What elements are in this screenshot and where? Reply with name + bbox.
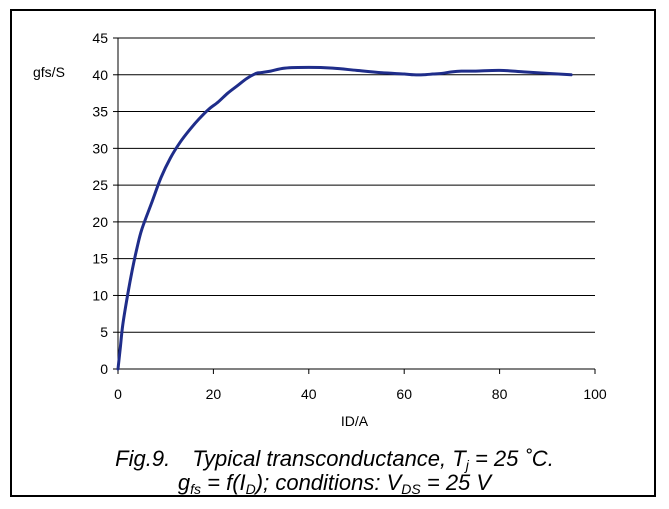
y-tick-label-25: 25 — [92, 177, 108, 193]
x-tick-label-60: 60 — [396, 386, 412, 402]
y-tick-label-30: 30 — [92, 140, 108, 156]
caption-line-2: gfs = f(ID); conditions: VDS = 25 V — [0, 470, 669, 497]
caption-temperature: = 25 ˚C. — [468, 446, 554, 471]
y-tick-label-40: 40 — [92, 67, 108, 83]
caption-vds-subscript: DS — [401, 481, 421, 497]
y-tick-label-15: 15 — [92, 251, 108, 267]
x-tick-label-20: 20 — [206, 386, 222, 402]
caption-tj-subscript: j — [465, 457, 469, 473]
x-tick-label-100: 100 — [583, 386, 607, 402]
axes — [113, 37, 596, 374]
grid-lines — [118, 37, 595, 370]
x-axis-label: ID/A — [341, 413, 369, 429]
y-tick-label-20: 20 — [92, 214, 108, 230]
y-tick-label-35: 35 — [92, 104, 108, 120]
series-line-gfs — [116, 65, 573, 371]
x-tick-label-40: 40 — [301, 386, 317, 402]
y-tick-label-0: 0 — [100, 361, 108, 377]
caption-voltage: = 25 V — [420, 470, 492, 495]
caption-title: Typical transconductance, T — [192, 446, 466, 471]
y-tick-label-45: 45 — [92, 30, 108, 46]
caption-g: g — [177, 470, 191, 495]
y-tick-label-5: 5 — [100, 324, 108, 340]
caption-line-1: Fig.9. Typical transconductance, Tj = 25 … — [0, 446, 669, 473]
x-tick-labels: 0 20 40 60 80 100 — [114, 386, 607, 402]
caption-conditions: ); conditions: V — [255, 470, 402, 495]
caption-gfs-subscript: fs — [190, 481, 202, 497]
y-axis-label: gfs/S — [33, 64, 65, 80]
transconductance-chart: 0 5 10 15 20 25 30 35 40 45 0 20 40 60 80 100 gfs/S ID… — [33, 30, 607, 429]
caption-fig-number: Fig.9. — [115, 446, 171, 471]
y-tick-labels: 0 5 10 15 20 25 30 35 40 45 — [92, 30, 108, 377]
caption-function: = f(I — [201, 470, 246, 495]
y-tick-label-10: 10 — [92, 287, 108, 303]
figure-frame — [10, 9, 656, 497]
x-tick-label-80: 80 — [492, 386, 508, 402]
caption-id-subscript: D — [245, 481, 256, 497]
x-tick-label-0: 0 — [114, 386, 122, 402]
